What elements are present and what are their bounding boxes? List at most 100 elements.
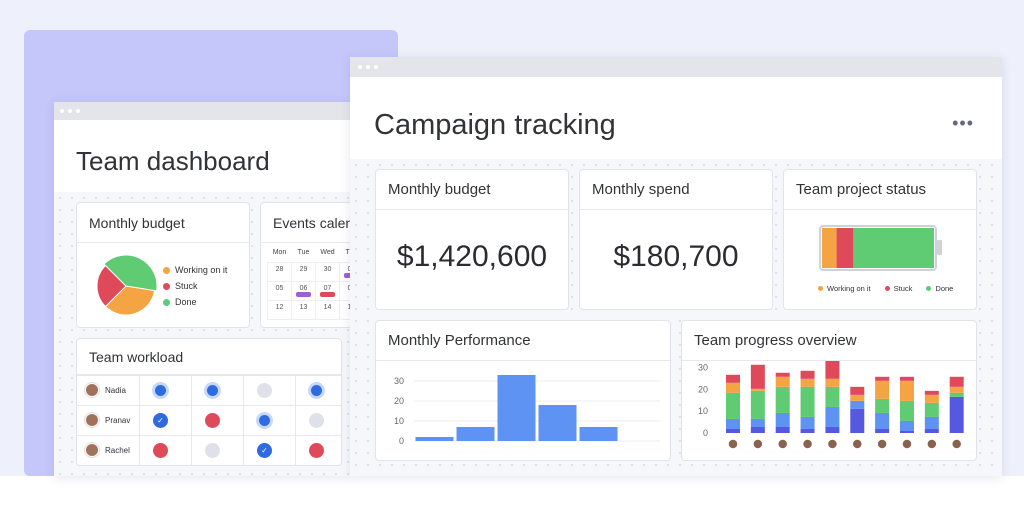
y-tick-label: 10 <box>394 416 404 426</box>
calendar-day[interactable]: 01 <box>339 261 350 282</box>
workload-cell[interactable] <box>259 415 270 426</box>
legend-item: Done <box>163 297 227 307</box>
calendar-day[interactable]: 29 <box>291 261 316 282</box>
calendar-day-header: Thu <box>345 249 350 256</box>
card-title: Monthly budget <box>376 170 568 210</box>
card-title: Monthly spend <box>580 170 772 210</box>
progress-bar-segment <box>924 402 939 417</box>
calendar-day[interactable]: 15 <box>339 299 350 320</box>
calendar-event[interactable] <box>344 272 350 278</box>
progress-bar-segment <box>850 394 865 401</box>
status-battery-chart <box>819 225 942 271</box>
team-member-avatar[interactable] <box>801 438 814 450</box>
calendar-event[interactable] <box>320 291 335 297</box>
workload-cell[interactable] <box>205 443 220 458</box>
progress-bar-segment <box>726 418 740 429</box>
y-tick-label: 0 <box>399 436 404 446</box>
legend-item: Done <box>926 284 953 293</box>
progress-bar-segment <box>800 416 815 429</box>
team-member-avatar[interactable] <box>776 438 789 450</box>
status-segment <box>836 228 854 268</box>
progress-bar-segment <box>726 382 740 393</box>
events-calendar-card[interactable]: Events calendar Mon Tue Wed Thu 28 29 30… <box>260 202 350 328</box>
team-member-avatar[interactable] <box>926 438 938 450</box>
progress-bar-segment <box>899 400 914 421</box>
progress-bar-segment <box>775 372 790 377</box>
calendar-day[interactable]: 12 <box>267 299 292 320</box>
calendar-day-number: 07 <box>323 284 332 292</box>
card-title: Monthly Performance <box>376 321 670 361</box>
progress-bar-segment <box>875 398 890 413</box>
table-row: Rachel ✓ <box>77 435 341 465</box>
team-member-avatar[interactable] <box>752 438 764 450</box>
card-title: Team project status <box>784 170 976 210</box>
status-segment <box>822 228 837 268</box>
y-tick-label: 10 <box>698 406 708 416</box>
window-titlebar <box>350 57 1002 77</box>
progress-bar-segment <box>924 394 939 403</box>
more-horizontal-icon[interactable]: ••• <box>952 113 974 133</box>
progress-bar-segment <box>875 380 890 399</box>
progress-bar-segment <box>899 420 914 431</box>
team-member-avatar[interactable] <box>876 438 888 450</box>
workload-cell[interactable] <box>153 443 168 458</box>
progress-bar-segment <box>924 416 939 429</box>
team-member-avatar[interactable] <box>901 438 913 450</box>
monthly-budget-card[interactable]: Monthly budget $1,420,600 <box>375 169 569 310</box>
calendar-day[interactable]: 08 <box>339 280 350 301</box>
progress-bar-segment <box>750 390 765 419</box>
workload-cell[interactable] <box>311 385 322 396</box>
calendar-day[interactable]: 07 <box>315 280 340 301</box>
monthly-performance-card[interactable]: Monthly Performance 0 10 20 30 <box>375 320 671 461</box>
progress-bar-segment <box>899 380 914 401</box>
avatar <box>85 413 99 427</box>
performance-bar <box>538 405 577 441</box>
workload-cell[interactable]: ✓ <box>257 443 272 458</box>
calendar-event[interactable] <box>296 291 311 297</box>
legend-item: Stuck <box>884 284 912 293</box>
team-dashboard-window: Team dashboard Monthly budget Working on… <box>54 102 350 476</box>
workload-cell[interactable] <box>155 385 166 396</box>
window-header: Team dashboard <box>54 120 350 192</box>
pie-slice <box>103 254 158 292</box>
window-dot-icon <box>358 65 362 69</box>
performance-bar <box>456 427 495 441</box>
table-row: Pranav ✓ <box>77 405 341 435</box>
legend-label: Done <box>175 297 197 307</box>
progress-bar-segment <box>875 376 890 381</box>
workload-cell[interactable]: ✓ <box>153 413 168 428</box>
team-project-status-card[interactable]: Team project status Working on it Stuck … <box>783 169 977 310</box>
calendar-day[interactable]: 05 <box>267 280 292 301</box>
monthly-spend-card[interactable]: Monthly spend $180,700 <box>579 169 773 310</box>
calendar-day[interactable]: 06 <box>291 280 316 301</box>
team-workload-card[interactable]: Team workload Nadia Pranav ✓ Rachel ✓ <box>76 338 342 466</box>
workload-cell[interactable] <box>207 385 218 396</box>
pie-legend: Working on it Stuck Done <box>163 265 227 313</box>
legend-label: Working on it <box>827 284 871 293</box>
column-divider <box>295 375 296 465</box>
calendar-day[interactable]: 13 <box>291 299 316 320</box>
calendar-day[interactable]: 28 <box>267 261 292 282</box>
spend-value: $180,700 <box>613 240 739 273</box>
workload-cell[interactable] <box>309 443 324 458</box>
progress-bar-segment <box>775 426 790 433</box>
workload-cell[interactable] <box>205 413 220 428</box>
progress-bar-segment <box>750 364 765 389</box>
progress-bar-segment <box>924 428 939 433</box>
calendar-day[interactable]: 14 <box>315 299 340 320</box>
workload-cell[interactable] <box>257 383 272 398</box>
team-progress-card[interactable]: Team progress overview 0 10 20 30 <box>681 320 977 461</box>
y-tick-label: 0 <box>703 428 708 438</box>
team-member-avatar[interactable] <box>851 438 864 450</box>
calendar-day[interactable]: 30 <box>315 261 340 282</box>
progress-bar-segment <box>899 430 914 433</box>
team-member-avatar[interactable] <box>727 438 739 450</box>
monthly-budget-card[interactable]: Monthly budget Working on it Stuck Done <box>76 202 250 328</box>
progress-bar-segment <box>726 374 740 383</box>
workload-cell[interactable] <box>309 413 324 428</box>
legend-swatch <box>163 298 170 306</box>
progress-bar-segment <box>850 386 865 395</box>
status-segment <box>853 228 934 268</box>
team-member-avatar[interactable] <box>950 438 963 450</box>
team-member-avatar[interactable] <box>826 438 839 450</box>
